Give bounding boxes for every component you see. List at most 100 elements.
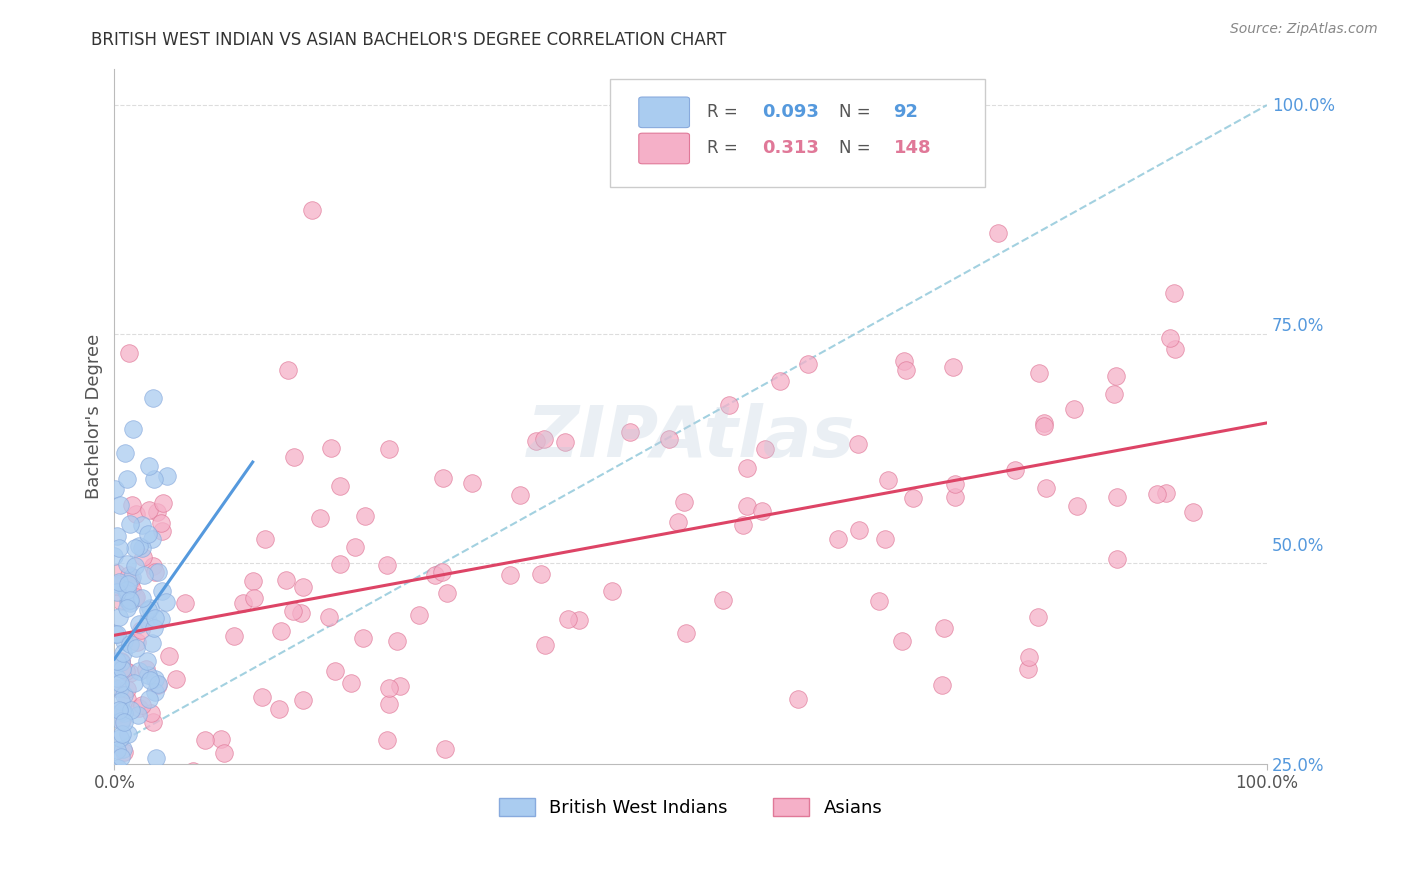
Point (318, 609, 340, 624)
Point (110, 594, 132, 608)
Point (127, 635, 149, 649)
Point (107, 609, 129, 624)
Text: 92: 92 (893, 103, 918, 121)
Point (1017, 663, 1039, 677)
Point (352, 631, 374, 645)
Point (672, 494, 695, 508)
Point (118, 665, 141, 680)
Point (735, 461, 758, 475)
Text: 0.313: 0.313 (762, 139, 818, 158)
Point (112, 771, 135, 785)
Legend: British West Indians, Asians: British West Indians, Asians (492, 790, 890, 824)
Point (534, 638, 557, 652)
Point (138, 673, 160, 687)
Point (110, 714, 132, 728)
Point (1154, 485, 1177, 500)
Point (423, 567, 446, 582)
Point (131, 518, 153, 533)
Point (253, 532, 276, 546)
Point (108, 498, 131, 512)
Point (105, 585, 128, 599)
Point (125, 590, 148, 604)
Point (354, 509, 377, 524)
Point (666, 515, 689, 529)
Text: R =: R = (707, 139, 738, 158)
Point (711, 593, 734, 607)
Text: ZIPAtlas: ZIPAtlas (526, 402, 855, 472)
Point (901, 491, 924, 505)
Point (1182, 505, 1205, 519)
Point (138, 692, 160, 706)
Point (105, 529, 128, 543)
Point (731, 517, 754, 532)
Point (134, 774, 156, 789)
Point (267, 702, 290, 716)
Point (1163, 342, 1185, 356)
Point (942, 359, 965, 374)
Point (797, 357, 820, 371)
Point (108, 704, 131, 718)
Point (1063, 402, 1085, 417)
Point (1105, 369, 1128, 384)
Point (173, 596, 195, 610)
Point (112, 745, 135, 759)
Point (894, 363, 917, 377)
FancyBboxPatch shape (610, 79, 984, 186)
Point (108, 731, 131, 746)
Point (291, 580, 314, 594)
Point (105, 579, 128, 593)
Point (107, 577, 129, 591)
Point (141, 635, 163, 649)
Point (214, 746, 236, 760)
Point (1033, 418, 1056, 433)
Point (107, 848, 129, 863)
Point (181, 764, 204, 778)
Point (301, 202, 323, 217)
Point (943, 476, 966, 491)
Point (110, 750, 132, 764)
Point (1004, 463, 1026, 477)
Point (408, 608, 430, 623)
Point (131, 541, 153, 555)
Point (145, 751, 167, 765)
Point (115, 558, 138, 572)
Point (129, 623, 152, 637)
Point (146, 678, 169, 692)
Point (121, 499, 143, 513)
Point (1107, 552, 1129, 566)
Point (846, 436, 869, 450)
Point (138, 503, 160, 517)
Point (283, 450, 305, 464)
Point (461, 475, 484, 490)
Point (675, 626, 697, 640)
Point (436, 586, 458, 600)
Y-axis label: Bachelor's Degree: Bachelor's Degree (86, 334, 103, 499)
Point (430, 565, 453, 579)
Point (121, 422, 143, 436)
Point (136, 603, 159, 617)
Point (118, 346, 141, 360)
Point (118, 596, 141, 610)
Point (120, 703, 142, 717)
Point (128, 539, 150, 553)
Point (132, 550, 155, 565)
Point (118, 593, 141, 607)
Point (283, 604, 305, 618)
Point (138, 601, 160, 615)
Point (377, 442, 399, 456)
Point (110, 694, 132, 708)
Point (131, 793, 153, 807)
Point (533, 432, 555, 446)
Point (111, 727, 134, 741)
Point (136, 655, 159, 669)
Point (118, 637, 141, 651)
Point (499, 568, 522, 582)
Point (131, 698, 153, 713)
Point (115, 583, 138, 598)
Point (105, 742, 128, 756)
Point (1026, 609, 1049, 624)
Point (1035, 481, 1057, 495)
Point (751, 504, 773, 518)
Point (717, 398, 740, 412)
Point (222, 629, 245, 643)
